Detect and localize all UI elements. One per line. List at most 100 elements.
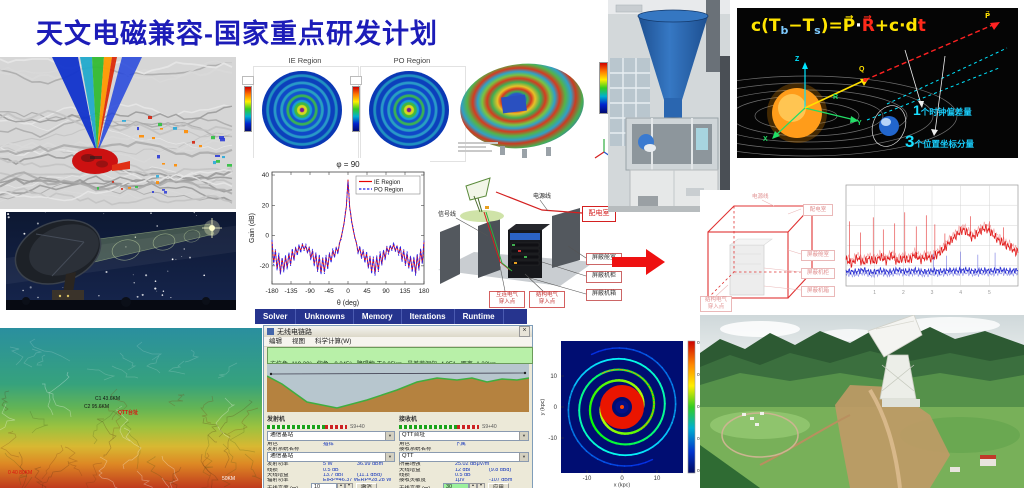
spinner-down-icon[interactable]: ▼ — [477, 483, 485, 488]
tx-height-label: 天线高度 (m) — [267, 484, 311, 488]
rx-role-value: 下属 — [455, 442, 466, 447]
dish-leg — [546, 147, 551, 156]
field-value: 25.02 dBμV/m — [455, 462, 489, 468]
z-axis-label: Z — [795, 56, 800, 63]
night-telescope-drawing — [6, 212, 236, 310]
spinner-up-icon[interactable]: ▲ — [469, 483, 477, 488]
chevron-down-icon[interactable]: ▼ — [385, 432, 394, 440]
svg-text:PO Region: PO Region — [374, 188, 403, 194]
map-scale-label: 50KM — [222, 476, 236, 482]
chevron-down-icon[interactable]: ▼ — [519, 453, 528, 462]
svg-text:IE Region: IE Region — [374, 180, 400, 186]
rx-system-combo[interactable]: QTT ▼ — [399, 452, 529, 463]
menu-item[interactable]: 编辑 — [269, 338, 282, 345]
svg-text:φ = 90: φ = 90 — [336, 160, 360, 169]
shield-room-drawing — [438, 177, 594, 295]
field-value: EIRP=46.37 W — [323, 477, 357, 483]
distribution-room-label: 配电室 — [582, 206, 616, 222]
red-arrow-icon — [612, 249, 665, 275]
horn-antenna-photo — [608, 0, 730, 212]
chevron-down-icon[interactable]: ▼ — [519, 432, 528, 440]
rx-meter-label: S9+40 — [482, 424, 497, 430]
window-title: 无线电链路 — [277, 328, 312, 336]
svg-text:-90: -90 — [305, 288, 315, 295]
tx-field-rows: 发射功率 5 W 36.99 dBm 线损 0.5 dB 天线增益 13.7 dBi (11.… — [267, 462, 395, 483]
svg-text:0: 0 — [697, 468, 700, 474]
wf-cabin-label: 屏蔽舱室 — [801, 250, 835, 261]
field-label: 接收灵敏度 — [399, 477, 426, 483]
spinner-down-icon[interactable]: ▼ — [345, 483, 353, 488]
tx-panel-title: 发射机 — [267, 417, 286, 423]
wf-power-line-label: 电源线 — [752, 194, 769, 200]
tx-height-input[interactable]: 10 — [311, 483, 337, 488]
tx-height-row: 天线高度 (m) 10 ▲ ▼ 撤消 — [267, 482, 395, 488]
rx-unit-combo[interactable]: QTT台址 ▼ — [399, 431, 529, 441]
receiver-panel: 接收机 S9+40 QTT台址 ▼ 角色 下属 接收系统名称 QTT ▼ 所需场强 25… — [399, 414, 529, 488]
map-scale-label: 0 40 80KM — [8, 470, 33, 476]
tx-meter-label: S9+40 — [350, 424, 365, 430]
field-row: 发射功率 5 W 36.99 dBm — [267, 462, 395, 467]
field-value: ERP=28.28 W — [357, 477, 392, 483]
r-vector-label: R — [833, 94, 839, 101]
tab-memory[interactable]: Memory — [354, 309, 402, 324]
dish-center-patch — [501, 94, 527, 114]
y-axis-label: Y — [857, 120, 862, 127]
field-label: 辐射功率 — [267, 477, 289, 483]
close-icon[interactable]: × — [519, 326, 530, 337]
tab-solver[interactable]: Solver — [255, 309, 297, 324]
valley-telescope-drawing — [700, 315, 1024, 488]
menu-item[interactable]: 科学计算(W) — [315, 338, 352, 345]
svg-text:4: 4 — [959, 290, 962, 296]
map-site-label: QTT台址 — [118, 410, 138, 416]
tx-system-combo[interactable]: 通信基站 ▼ — [267, 452, 395, 463]
po-polar-disc — [369, 71, 449, 149]
field-row: 辐射功率 EIRP=46.37 W ERP=28.28 W — [267, 478, 395, 483]
field-label: 发射功率 — [267, 462, 289, 468]
svg-text:180: 180 — [419, 288, 430, 295]
dish-meta-line — [458, 150, 492, 152]
tab-runtime[interactable]: Runtime — [455, 309, 504, 324]
field-label: 线损 — [399, 472, 410, 478]
svg-text:135: 135 — [400, 288, 411, 295]
field-label: 天线增益 — [267, 472, 289, 478]
svg-text:-180: -180 — [265, 288, 278, 295]
field-value: 1μV — [455, 477, 465, 483]
spinner-up-icon[interactable]: ▲ — [337, 483, 345, 488]
field-value: 36.99 dBm — [357, 462, 384, 468]
rx-panel-title: 接收机 — [399, 417, 418, 423]
dish-leg — [522, 149, 527, 158]
field-value: 12 dBi — [455, 467, 471, 473]
tx-unit-combo[interactable]: 通信基站 ▼ — [267, 431, 395, 441]
menu-item[interactable]: 视图 — [292, 338, 305, 345]
field-value: (9.8 dBd) — [489, 467, 512, 473]
terrain-beam-image — [0, 57, 236, 209]
rx-signal-meter-green — [399, 425, 457, 429]
field-row: 线损 0.5 dB — [399, 473, 529, 478]
tab-unknowns[interactable]: Unknowns — [296, 309, 354, 324]
interconnect-entry-label: 互连电气 穿入点 — [489, 291, 525, 308]
rx-apply-button[interactable]: 应用 — [488, 482, 509, 488]
svg-text:0: 0 — [620, 476, 624, 482]
gain-chart: -180 -135 -90 -45 0 45 90 135 180 -20 0 20 40 φ = 90 θ… — [246, 158, 430, 310]
svg-text:0: 0 — [554, 405, 558, 411]
chevron-down-icon[interactable]: ▼ — [385, 453, 394, 462]
svg-text:10: 10 — [550, 374, 557, 380]
field-value: 0.5 dB — [455, 472, 471, 478]
svg-text:90: 90 — [382, 288, 390, 295]
field-label: 线损 — [267, 467, 278, 473]
field-row: 天线增益 13.7 dBi (11.1 dBd) — [267, 473, 395, 478]
tab-iterations[interactable]: Iterations — [402, 309, 455, 324]
rx-height-input[interactable]: 30 — [443, 483, 469, 488]
svg-text:3: 3 — [931, 290, 934, 296]
rx-field-rows: 所需场强 25.02 dBμV/m 天线增益 12 dBi (9.8 dBd) 线损 0.5… — [399, 462, 529, 483]
tx-undo-button[interactable]: 撤消 — [356, 482, 377, 488]
radio-link-window: 无线电链路 × 编辑 视图 科学计算(W) 方位角=119.30° 仰角=-0.34… — [263, 325, 533, 488]
svg-text:Gain (dB): Gain (dB) — [249, 213, 256, 243]
field-label: 天线增益 — [399, 467, 421, 473]
window-icon — [267, 328, 274, 335]
svg-text:x (kpc): x (kpc) — [614, 483, 631, 488]
svg-text:-10: -10 — [548, 436, 557, 442]
